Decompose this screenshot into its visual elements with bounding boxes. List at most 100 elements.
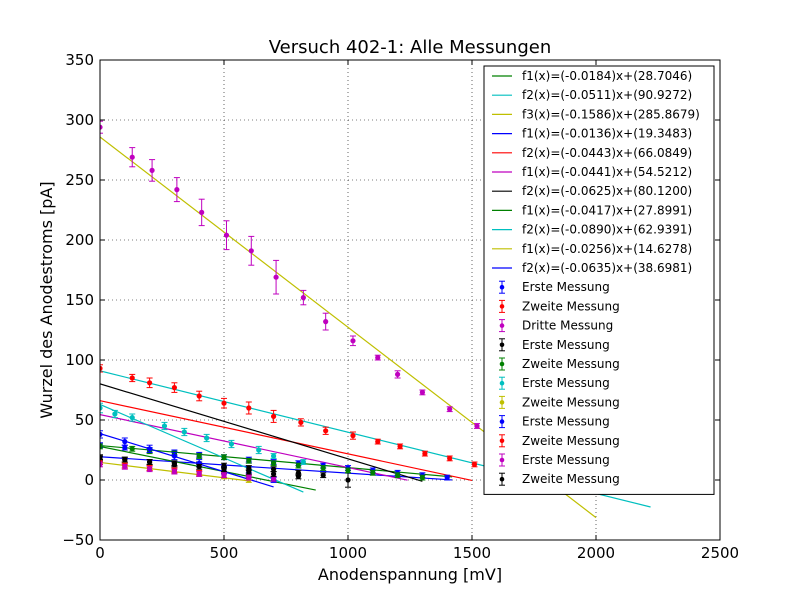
data-point	[221, 472, 227, 478]
legend-point-swatch	[499, 361, 505, 367]
y-tick-label: −50	[62, 531, 94, 549]
data-point	[474, 423, 480, 429]
data-point	[161, 423, 168, 429]
legend-point-swatch	[499, 342, 505, 348]
data-point	[204, 435, 210, 441]
data-point	[196, 453, 202, 459]
data-point	[295, 463, 302, 469]
data-point	[196, 393, 202, 399]
data-point	[320, 465, 326, 471]
y-tick-label: 250	[65, 171, 94, 189]
data-point	[221, 400, 227, 406]
x-tick-label: 1500	[453, 544, 491, 562]
series	[100, 120, 480, 429]
legend-point-swatch	[499, 304, 505, 309]
data-point	[422, 451, 428, 457]
data-point	[419, 389, 426, 396]
data-point	[174, 187, 180, 193]
data-point	[397, 443, 403, 450]
data-point	[221, 466, 227, 472]
legend-label: f1(x)=(-0.0417)x+(27.8991)	[522, 203, 692, 217]
legend-entry: Erste Messung	[499, 415, 610, 429]
legend-label: Erste Messung	[522, 415, 610, 429]
legend-entry: Erste Messung	[499, 280, 610, 294]
legend-point-swatch	[499, 419, 505, 424]
legend-entry: Zweite Messung	[499, 472, 620, 486]
fit-line	[100, 413, 408, 481]
data-point	[370, 470, 376, 476]
legend-entry: Zweite Messung	[499, 434, 620, 448]
data-point	[298, 419, 304, 426]
legend-entry: f2(x)=(-0.0443)x+(66.0849)	[492, 146, 692, 160]
legend-point-swatch	[499, 400, 505, 405]
legend-entry: Erste Messung	[499, 453, 610, 467]
data-point	[228, 441, 235, 447]
data-point	[345, 477, 351, 483]
x-tick-label: 1000	[329, 544, 367, 562]
legend-label: f2(x)=(-0.0635)x+(38.6981)	[522, 261, 692, 275]
data-point	[100, 454, 103, 460]
legend-label: Zweite Messung	[522, 395, 620, 409]
legend-point-swatch	[499, 323, 505, 328]
legend-entry: Zweite Messung	[499, 357, 620, 371]
data-point	[100, 124, 103, 130]
data-point	[271, 460, 277, 466]
data-point	[419, 475, 426, 481]
data-point	[271, 471, 277, 477]
series	[100, 461, 277, 482]
data-point	[300, 295, 306, 301]
legend-entry: Dritte Messung	[499, 319, 613, 333]
data-point	[350, 433, 356, 439]
legend-label: Zweite Messung	[522, 472, 620, 486]
data-point	[181, 429, 187, 435]
legend-entry: f2(x)=(-0.0625)x+(80.1200)	[492, 184, 692, 198]
data-point	[395, 371, 401, 378]
data-point	[147, 380, 153, 386]
data-point	[246, 469, 252, 475]
data-point	[221, 454, 227, 460]
legend-label: f1(x)=(-0.0136)x+(19.3483)	[522, 127, 692, 141]
data-point	[375, 355, 381, 361]
data-point	[147, 446, 153, 452]
data-point	[271, 413, 277, 420]
data-point	[375, 439, 381, 445]
y-axis-label: Wurzel des Anodestroms [pA]	[37, 181, 56, 418]
data-point	[129, 154, 135, 160]
legend-label: f2(x)=(-0.0890)x+(62.9391)	[522, 223, 692, 237]
y-tick-label: 150	[65, 291, 94, 309]
legend-entry: f2(x)=(-0.0890)x+(62.9391)	[492, 223, 692, 237]
data-point	[248, 248, 254, 254]
data-point	[345, 467, 351, 474]
data-point	[196, 471, 202, 477]
legend-point-swatch	[499, 457, 505, 463]
legend-entry: Erste Messung	[499, 338, 610, 352]
x-tick-label: 2000	[577, 544, 615, 562]
legend-label: f2(x)=(-0.0625)x+(80.1200)	[522, 184, 692, 198]
legend-label: f3(x)=(-0.1586)x+(285.8679)	[522, 107, 700, 121]
legend-entry: f3(x)=(-0.1586)x+(285.8679)	[492, 107, 700, 121]
y-tick-label: 200	[65, 231, 94, 249]
data-point	[122, 439, 128, 445]
data-point	[100, 365, 103, 371]
data-point	[471, 461, 478, 468]
legend-label: f1(x)=(-0.0256)x+(14.6278)	[522, 242, 692, 256]
legend-box	[483, 65, 715, 495]
data-point	[171, 385, 177, 391]
data-point	[273, 274, 279, 280]
data-point	[300, 459, 306, 465]
data-point	[447, 406, 453, 412]
data-point	[100, 431, 103, 437]
x-tick-label: 0	[95, 544, 105, 562]
legend-label: Dritte Messung	[522, 319, 613, 333]
legend-label: f1(x)=(-0.0441)x+(54.5212)	[522, 165, 692, 179]
fit-line	[100, 383, 423, 482]
data-point	[199, 209, 205, 215]
data-point	[246, 458, 252, 464]
legend-point-swatch	[499, 476, 505, 482]
fit-line	[100, 432, 274, 488]
legend-label: Zweite Messung	[522, 299, 620, 313]
data-point	[171, 469, 177, 475]
axis-ticks: 0 500 1000 1500 2000 2500−5005010015020025030…	[62, 51, 739, 562]
data-point	[320, 472, 326, 478]
